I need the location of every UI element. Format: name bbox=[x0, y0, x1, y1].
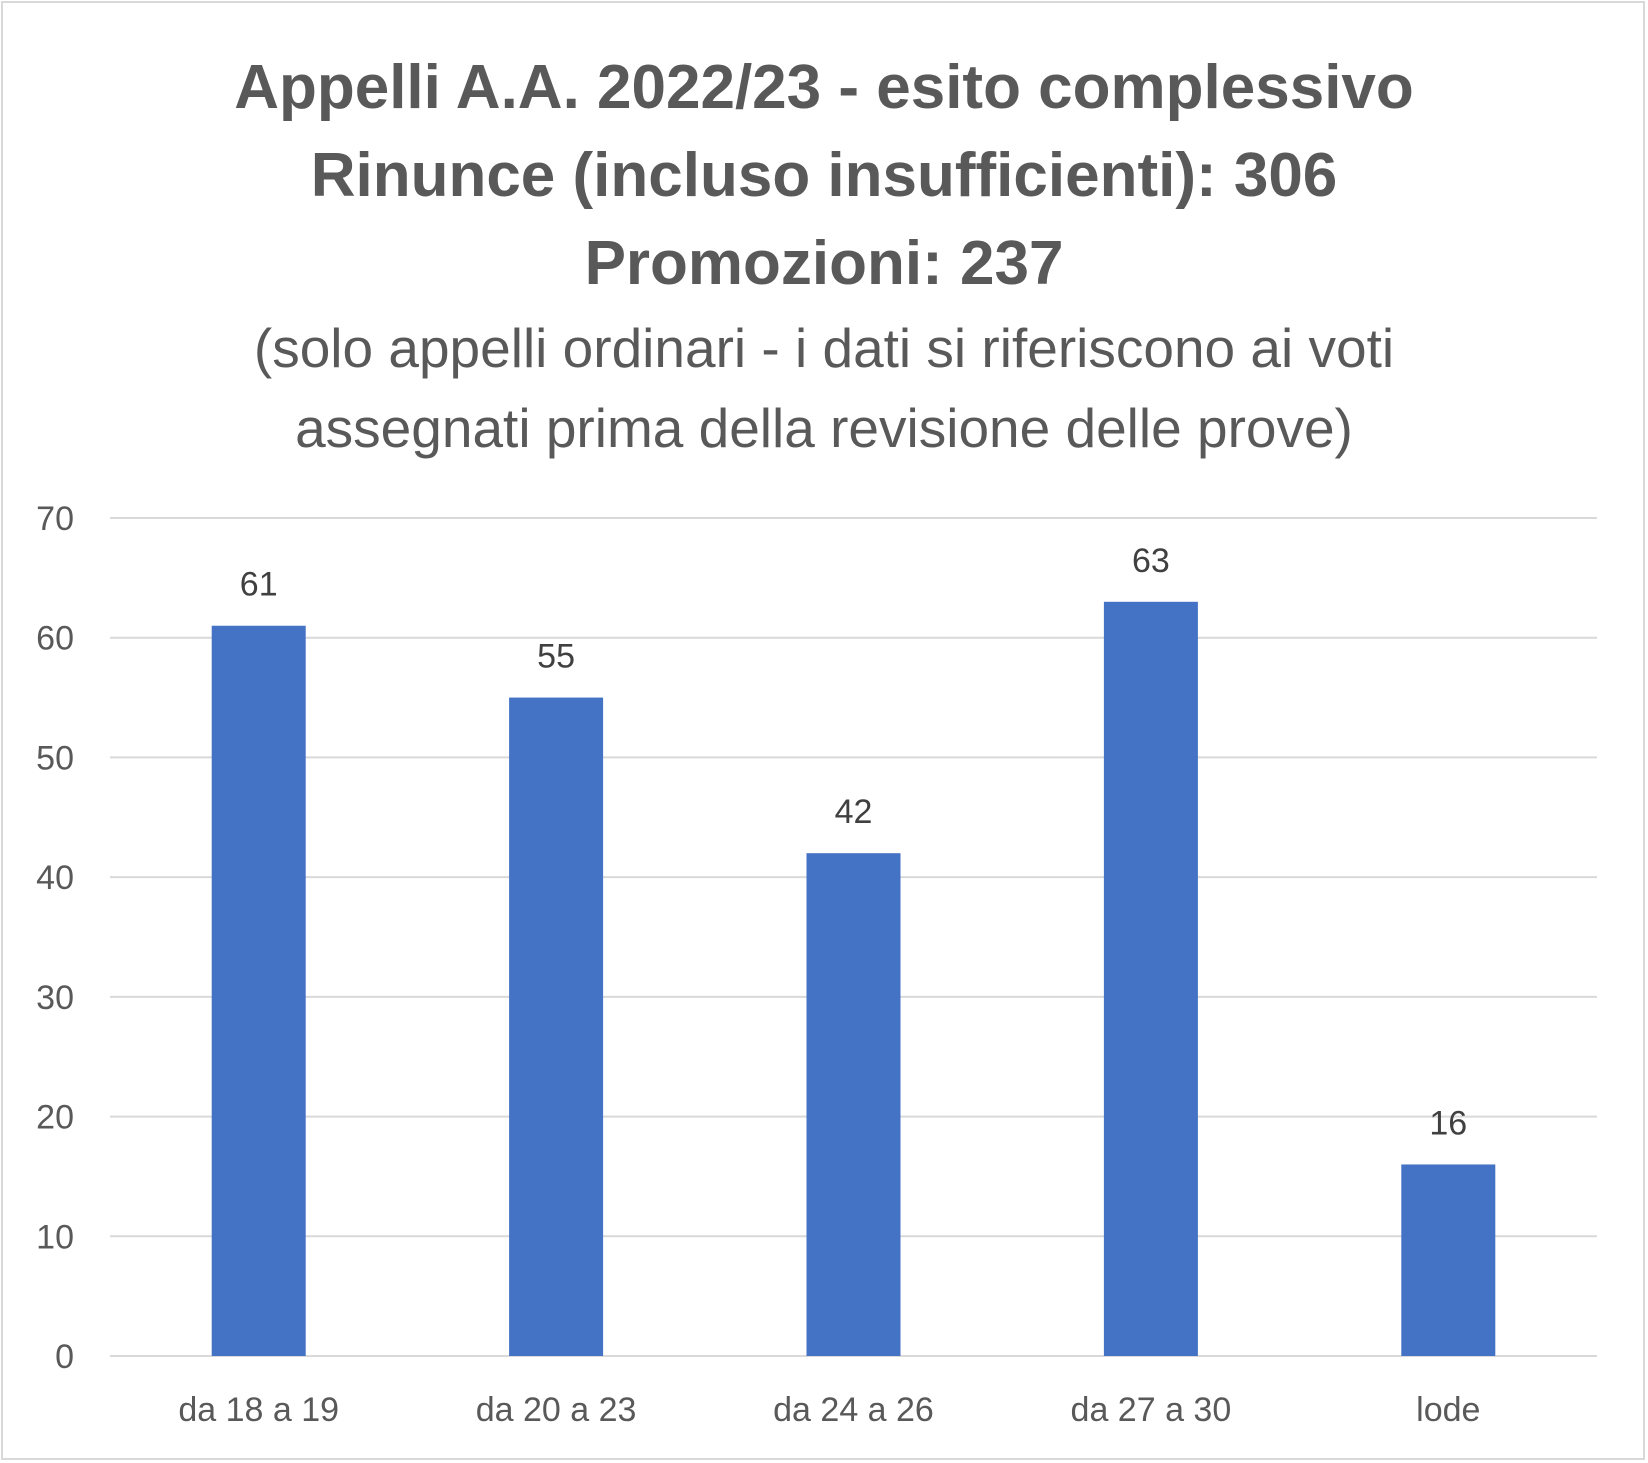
chart-subtitle-line-1: (solo appelli ordinari - i dati si rifer… bbox=[253, 317, 1395, 379]
x-tick-label: da 27 a 30 bbox=[1071, 1391, 1232, 1429]
bar-value-label: 55 bbox=[537, 638, 575, 676]
x-tick-label: da 24 a 26 bbox=[773, 1391, 934, 1429]
bar bbox=[1401, 1164, 1496, 1356]
chart-title-block: Appelli A.A. 2022/23 - esito complessivo… bbox=[0, 44, 1648, 468]
x-tick-label: da 20 a 23 bbox=[476, 1391, 637, 1429]
y-tick-label: 50 bbox=[36, 739, 74, 777]
bar-value-label: 42 bbox=[835, 793, 873, 831]
y-tick-label: 20 bbox=[36, 1099, 74, 1137]
y-tick-label: 60 bbox=[36, 620, 74, 658]
y-tick-label: 70 bbox=[36, 500, 74, 538]
chart-title-line-2: Rinunce (incluso insufficienti): 306 bbox=[310, 141, 1338, 210]
x-tick-label: lode bbox=[1416, 1391, 1480, 1429]
y-tick-label: 10 bbox=[36, 1218, 74, 1256]
data-labels: 61 55 42 63 16 bbox=[240, 542, 1467, 1143]
y-tick-label: 30 bbox=[36, 979, 74, 1017]
x-axis-ticks: da 18 a 19 da 20 a 23 da 24 a 26 da 27 a 30… bbox=[178, 1391, 1480, 1429]
bar bbox=[1103, 601, 1198, 1356]
bar bbox=[211, 625, 306, 1356]
bar bbox=[509, 697, 604, 1356]
y-tick-label: 0 bbox=[55, 1338, 74, 1376]
bar-value-label: 61 bbox=[240, 566, 278, 604]
y-tick-label: 40 bbox=[36, 859, 74, 897]
chart-subtitle-line-2: assegnati prima della revisione delle pr… bbox=[295, 397, 1353, 459]
y-axis-ticks: 0 10 20 30 40 50 60 70 bbox=[36, 500, 74, 1376]
bars bbox=[211, 601, 1496, 1356]
chart-title-line-3: Promozioni: 237 bbox=[584, 229, 1064, 298]
bar-value-label: 16 bbox=[1429, 1104, 1467, 1142]
x-tick-label: da 18 a 19 bbox=[178, 1391, 339, 1429]
bar-value-label: 63 bbox=[1132, 542, 1170, 580]
chart-title-line-1: Appelli A.A. 2022/23 - esito complessivo bbox=[234, 53, 1414, 122]
bar bbox=[806, 853, 901, 1356]
